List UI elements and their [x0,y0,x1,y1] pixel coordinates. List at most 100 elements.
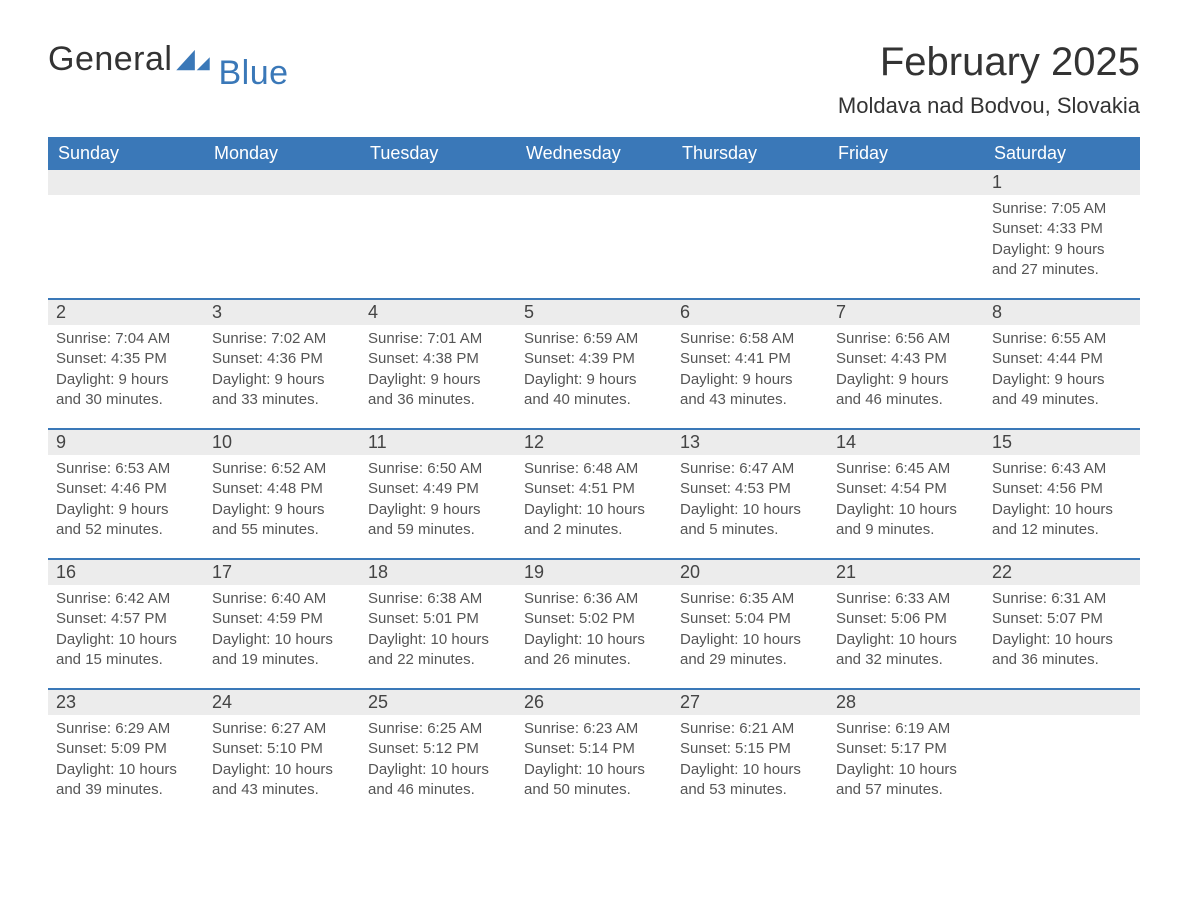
sunrise-text: Sunrise: 6:48 AM [524,459,664,479]
day-number-cell: 22 [984,559,1140,585]
daylight-text: and 53 minutes. [680,780,820,800]
sunrise-text: Sunrise: 6:43 AM [992,459,1132,479]
day-content-cell: Sunrise: 7:02 AMSunset: 4:36 PMDaylight:… [204,325,360,429]
daylight-text: and 2 minutes. [524,520,664,540]
daylight-text: Daylight: 10 hours [56,760,196,780]
day-number-cell: 27 [672,689,828,715]
day-number-cell: 3 [204,299,360,325]
day-content-cell: Sunrise: 6:29 AMSunset: 5:09 PMDaylight:… [48,715,204,819]
daylight-text: Daylight: 10 hours [836,500,976,520]
sunrise-text: Sunrise: 6:35 AM [680,589,820,609]
daylight-text: Daylight: 9 hours [680,370,820,390]
day-number-cell: 20 [672,559,828,585]
sunrise-text: Sunrise: 6:23 AM [524,719,664,739]
daylight-text: Daylight: 10 hours [212,760,352,780]
daylight-text: Daylight: 10 hours [836,630,976,650]
calendar-table: Sunday Monday Tuesday Wednesday Thursday… [48,137,1140,819]
daylight-text: Daylight: 10 hours [680,500,820,520]
daylight-text: and 15 minutes. [56,650,196,670]
sunset-text: Sunset: 4:38 PM [368,349,508,369]
sunrise-text: Sunrise: 7:04 AM [56,329,196,349]
daylight-text: Daylight: 10 hours [524,630,664,650]
daylight-text: and 33 minutes. [212,390,352,410]
sunrise-text: Sunrise: 6:31 AM [992,589,1132,609]
weekday-header: Friday [828,137,984,170]
daylight-text: and 32 minutes. [836,650,976,670]
daylight-text: Daylight: 10 hours [992,500,1132,520]
sunrise-text: Sunrise: 6:27 AM [212,719,352,739]
weekday-header: Wednesday [516,137,672,170]
day-content-row: Sunrise: 6:29 AMSunset: 5:09 PMDaylight:… [48,715,1140,819]
sunset-text: Sunset: 4:41 PM [680,349,820,369]
sunrise-text: Sunrise: 6:47 AM [680,459,820,479]
calendar-body: 1Sunrise: 7:05 AMSunset: 4:33 PMDaylight… [48,170,1140,819]
day-content-cell: Sunrise: 7:01 AMSunset: 4:38 PMDaylight:… [360,325,516,429]
sunset-text: Sunset: 4:54 PM [836,479,976,499]
daylight-text: and 39 minutes. [56,780,196,800]
daylight-text: Daylight: 10 hours [368,630,508,650]
brand-word-1: General [48,40,172,79]
day-content-cell: Sunrise: 6:42 AMSunset: 4:57 PMDaylight:… [48,585,204,689]
sunset-text: Sunset: 4:33 PM [992,219,1132,239]
daylight-text: and 46 minutes. [836,390,976,410]
sunrise-text: Sunrise: 6:50 AM [368,459,508,479]
sunset-text: Sunset: 5:09 PM [56,739,196,759]
day-number-cell: 28 [828,689,984,715]
day-content-cell: Sunrise: 6:21 AMSunset: 5:15 PMDaylight:… [672,715,828,819]
title-block: February 2025 Moldava nad Bodvou, Slovak… [838,40,1140,119]
day-content-cell: Sunrise: 6:45 AMSunset: 4:54 PMDaylight:… [828,455,984,559]
day-content-cell [360,195,516,299]
daylight-text: and 29 minutes. [680,650,820,670]
day-number-cell: 10 [204,429,360,455]
day-content-cell: Sunrise: 6:33 AMSunset: 5:06 PMDaylight:… [828,585,984,689]
day-number-cell: 16 [48,559,204,585]
daylight-text: and 26 minutes. [524,650,664,670]
sunset-text: Sunset: 5:06 PM [836,609,976,629]
daylight-text: Daylight: 9 hours [524,370,664,390]
weekday-header-row: Sunday Monday Tuesday Wednesday Thursday… [48,137,1140,170]
day-content-cell: Sunrise: 6:40 AMSunset: 4:59 PMDaylight:… [204,585,360,689]
daylight-text: and 50 minutes. [524,780,664,800]
daylight-text: and 36 minutes. [992,650,1132,670]
day-number-cell: 25 [360,689,516,715]
daylight-text: and 12 minutes. [992,520,1132,540]
day-content-cell: Sunrise: 6:48 AMSunset: 4:51 PMDaylight:… [516,455,672,559]
weekday-header: Thursday [672,137,828,170]
daylight-text: Daylight: 10 hours [836,760,976,780]
day-content-cell: Sunrise: 6:25 AMSunset: 5:12 PMDaylight:… [360,715,516,819]
day-content-cell: Sunrise: 6:36 AMSunset: 5:02 PMDaylight:… [516,585,672,689]
weekday-header: Sunday [48,137,204,170]
daylight-text: Daylight: 9 hours [212,500,352,520]
day-number-cell: 26 [516,689,672,715]
sunrise-text: Sunrise: 6:42 AM [56,589,196,609]
sunset-text: Sunset: 5:15 PM [680,739,820,759]
day-number-row: 1 [48,170,1140,195]
day-content-cell [672,195,828,299]
day-number-cell: 7 [828,299,984,325]
day-number-row: 232425262728 [48,689,1140,715]
sunset-text: Sunset: 5:04 PM [680,609,820,629]
sunrise-text: Sunrise: 6:55 AM [992,329,1132,349]
day-content-cell: Sunrise: 6:23 AMSunset: 5:14 PMDaylight:… [516,715,672,819]
sunrise-text: Sunrise: 6:52 AM [212,459,352,479]
sunset-text: Sunset: 5:02 PM [524,609,664,629]
day-content-row: Sunrise: 6:42 AMSunset: 4:57 PM Daylight:… [48,585,1140,689]
brand-logo: General Blue [48,40,289,79]
day-content-cell [516,195,672,299]
sunrise-text: Sunrise: 6:56 AM [836,329,976,349]
daylight-text: Daylight: 9 hours [56,500,196,520]
daylight-text: and 59 minutes. [368,520,508,540]
day-content-cell [204,195,360,299]
daylight-text: and 43 minutes. [212,780,352,800]
daylight-text: and 19 minutes. [212,650,352,670]
daylight-text: and 5 minutes. [680,520,820,540]
sunset-text: Sunset: 5:17 PM [836,739,976,759]
daylight-text: Daylight: 10 hours [680,630,820,650]
daylight-text: Daylight: 9 hours [368,370,508,390]
sunset-text: Sunset: 4:57 PM [56,609,196,629]
sunrise-text: Sunrise: 6:58 AM [680,329,820,349]
sunset-text: Sunset: 5:12 PM [368,739,508,759]
day-content-cell [48,195,204,299]
day-number-row: 16171819202122 [48,559,1140,585]
sunrise-text: Sunrise: 6:40 AM [212,589,352,609]
